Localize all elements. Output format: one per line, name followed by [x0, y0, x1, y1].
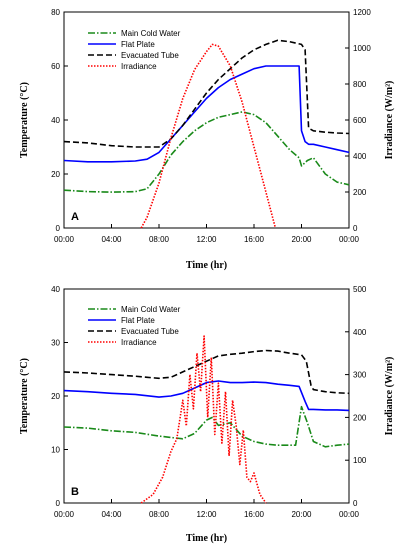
- x-tick-label: 00:00: [339, 235, 360, 244]
- x-tick-label: 08:00: [149, 235, 170, 244]
- y-left-tick-label: 30: [51, 339, 60, 348]
- panel-label: B: [71, 486, 79, 498]
- panel-label: A: [71, 211, 79, 223]
- y-right-tick-label: 400: [353, 152, 367, 161]
- legend-label: Irradiance: [121, 62, 157, 71]
- legend-label: Irradiance: [121, 338, 157, 347]
- y-left-tick-label: 0: [56, 499, 61, 508]
- y-left-tick-label: 20: [51, 170, 60, 179]
- legend-label: Main Cold Water: [121, 29, 181, 38]
- y-right-tick-label: 300: [353, 371, 367, 380]
- series-line-flat-plate: [63, 380, 350, 412]
- y-right-tick-label: 200: [353, 413, 367, 422]
- x-tick-label: 08:00: [149, 510, 170, 519]
- y-right-axis-title: Irradiance (W/m²): [384, 81, 395, 160]
- y-left-tick-label: 0: [56, 224, 61, 233]
- legend: Main Cold Water Flat Plate Evacuated Tube I…: [88, 29, 181, 71]
- x-tick-label: 00:00: [54, 235, 75, 244]
- series-line-irradiance: [140, 43, 277, 229]
- x-tick-label: 16:00: [244, 235, 265, 244]
- x-tick-label: 00:00: [339, 510, 360, 519]
- x-tick-label: 20:00: [291, 235, 312, 244]
- y-right-tick-label: 800: [353, 80, 367, 89]
- y-right-tick-label: 500: [353, 285, 367, 294]
- legend-label: Main Cold Water: [121, 305, 181, 314]
- y-right-tick-label: 0: [353, 499, 358, 508]
- chart-panel-b: 00:00 04:00 08:00 12:00 16:00 20:00 00:00 0 10 20…: [19, 285, 395, 544]
- legend-label: Flat Plate: [121, 40, 155, 49]
- y-right-tick-label: 1000: [353, 44, 371, 53]
- y-left-tick-label: 60: [51, 62, 60, 71]
- x-tick-label: 12:00: [196, 510, 217, 519]
- x-tick-label: 04:00: [101, 510, 122, 519]
- series-line-main-cold-water: [63, 111, 350, 193]
- y-right-tick-label: 600: [353, 116, 367, 125]
- y-left-tick-label: 40: [51, 285, 60, 294]
- y-left-tick-label: 10: [51, 446, 60, 455]
- x-tick-label: 12:00: [196, 235, 217, 244]
- legend-label: Evacuated Tube: [121, 51, 179, 60]
- y-right-tick-label: 400: [353, 328, 367, 337]
- x-tick-label: 16:00: [244, 510, 265, 519]
- y-right-tick-label: 0: [353, 224, 358, 233]
- x-tick-label: 00:00: [54, 510, 75, 519]
- y-left-axis-title: Temperature (°C): [19, 358, 30, 434]
- y-right-tick-label: 200: [353, 188, 367, 197]
- x-tick-label: 20:00: [291, 510, 312, 519]
- y-right-tick-label: 1200: [353, 8, 371, 17]
- y-right-axis-title: Irradiance (W/m²): [384, 357, 395, 436]
- series-line-flat-plate: [63, 65, 350, 163]
- chart-panel-a: 00:00 04:00 08:00 12:00 16:00 20:00 00:00 0 20 40…: [19, 8, 395, 271]
- legend: Main Cold Water Flat Plate Evacuated Tube I…: [88, 305, 181, 347]
- legend-label: Flat Plate: [121, 316, 155, 325]
- series-line-evacuated-tube: [63, 39, 350, 148]
- x-axis-title: Time (hr): [186, 533, 227, 544]
- x-tick-label: 04:00: [101, 235, 122, 244]
- series-line-evacuated-tube: [63, 349, 350, 395]
- series-line-irradiance: [140, 335, 267, 504]
- legend-label: Evacuated Tube: [121, 327, 179, 336]
- y-left-axis-title: Temperature (°C): [19, 82, 30, 158]
- y-left-tick-label: 20: [51, 392, 60, 401]
- y-right-tick-label: 100: [353, 456, 367, 465]
- y-left-tick-label: 80: [51, 8, 60, 17]
- x-axis-title: Time (hr): [186, 260, 227, 271]
- y-left-tick-label: 40: [51, 116, 60, 125]
